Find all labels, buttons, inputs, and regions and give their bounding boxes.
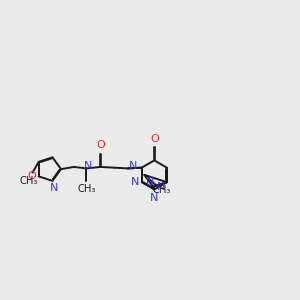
Text: N: N bbox=[129, 161, 137, 171]
Text: O: O bbox=[27, 171, 36, 182]
Text: N: N bbox=[146, 177, 154, 187]
Text: N: N bbox=[84, 161, 93, 172]
Text: N: N bbox=[157, 182, 166, 192]
Text: CH₃: CH₃ bbox=[77, 184, 96, 194]
Text: CH₃: CH₃ bbox=[20, 176, 38, 186]
Text: O: O bbox=[150, 134, 159, 144]
Text: CH₃: CH₃ bbox=[152, 185, 171, 195]
Text: N: N bbox=[130, 177, 139, 187]
Text: N: N bbox=[50, 183, 58, 193]
Text: N: N bbox=[150, 193, 158, 203]
Text: O: O bbox=[96, 140, 105, 150]
